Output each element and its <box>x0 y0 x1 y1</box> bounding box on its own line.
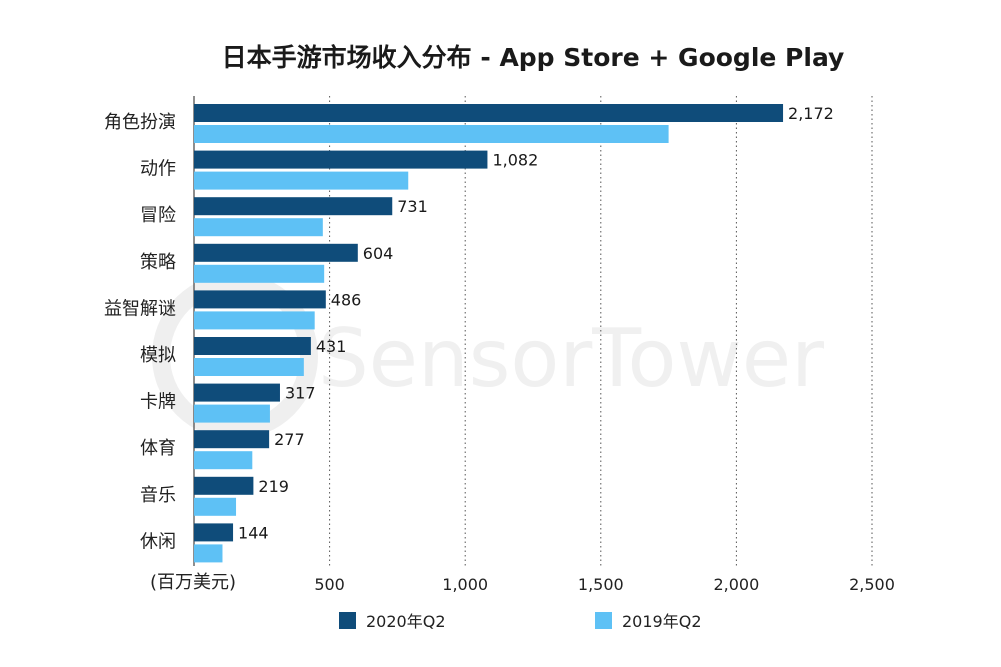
x-tick-label: 2,500 <box>849 575 895 594</box>
category-label: 音乐 <box>140 485 176 506</box>
bar-2019q2 <box>194 544 223 563</box>
x-axis-ticks: 500 1,000 1,500 2,000 2,500 <box>314 575 895 594</box>
bar-2020q2 <box>194 383 280 402</box>
watermark-text: SensorTower <box>318 312 824 405</box>
chart-title: 日本手游市场收入分布 - App Store + Google Play <box>222 43 845 72</box>
bar-2019q2 <box>194 358 304 376</box>
bar-2019q2 <box>194 218 323 237</box>
bar-2020q2 <box>194 523 234 542</box>
data-label: 2,172 <box>788 104 834 123</box>
data-label: 604 <box>363 244 394 263</box>
bar-2020q2 <box>194 243 358 262</box>
legend: 2020年Q2 2019年Q2 <box>339 612 702 631</box>
category-label: 策略 <box>140 252 176 273</box>
bar-2019q2 <box>194 264 325 283</box>
data-label: 431 <box>316 337 347 356</box>
bar-2020q2 <box>194 150 488 169</box>
bar-2019q2 <box>194 451 253 470</box>
unit-label: (百万美元) <box>150 572 236 593</box>
bar-2020q2 <box>194 197 393 216</box>
bar-2020q2 <box>194 476 254 495</box>
data-label: 486 <box>331 290 362 309</box>
bar-2020q2 <box>194 290 326 309</box>
x-tick-label: 1,500 <box>578 575 624 594</box>
category-label: 体育 <box>140 438 176 459</box>
legend-label: 2019年Q2 <box>622 612 702 631</box>
bars <box>194 104 784 563</box>
bar-2019q2 <box>194 404 270 423</box>
x-tick-label: 1,000 <box>442 575 488 594</box>
data-labels: 2,172 1,082 731 604 486 431 317 277 219 144 <box>238 104 834 542</box>
data-label: 1,082 <box>492 151 538 170</box>
bar-2020q2 <box>194 104 784 122</box>
data-label: 144 <box>238 523 269 542</box>
bar-2019q2 <box>194 125 669 143</box>
bar-2019q2 <box>194 171 409 190</box>
category-label: 卡牌 <box>140 392 176 413</box>
category-label: 冒险 <box>140 205 176 226</box>
bar-2019q2 <box>194 311 315 330</box>
legend-swatch <box>595 612 612 629</box>
category-label: 休闲 <box>140 531 176 552</box>
bar-2020q2 <box>194 337 311 355</box>
category-label: 模拟 <box>140 345 176 366</box>
data-label: 731 <box>397 197 428 216</box>
category-label: 角色扮演 <box>104 112 176 133</box>
x-tick-label: 500 <box>314 575 345 594</box>
data-label: 317 <box>285 384 316 403</box>
data-label: 277 <box>274 430 305 449</box>
data-label: 219 <box>258 477 289 496</box>
category-label: 动作 <box>140 159 176 180</box>
legend-label: 2020年Q2 <box>366 612 446 631</box>
category-label: 益智解谜 <box>104 298 176 319</box>
legend-swatch <box>339 612 356 629</box>
bar-2020q2 <box>194 430 270 449</box>
bar-2019q2 <box>194 497 237 516</box>
x-tick-label: 2,000 <box>713 575 759 594</box>
